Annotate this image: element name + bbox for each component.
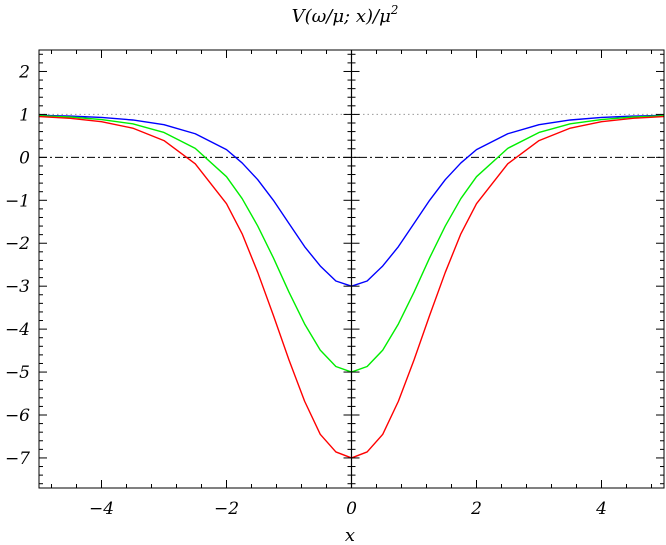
tick-labels: 2 1 0 −1 −2 −3 −4 −5 −6 −7 −4 −2 0 2 4 xyxy=(5,62,607,519)
y-tick-label: −3 xyxy=(5,277,30,297)
y-tick-label: 2 xyxy=(18,62,30,82)
y-tick-label: −2 xyxy=(5,234,30,254)
y-tick-label: −7 xyxy=(5,449,30,469)
y-tick-label: −1 xyxy=(5,191,30,211)
x-axis-label: x xyxy=(345,525,355,545)
chart-title-exponent: 2 xyxy=(390,3,399,17)
chart-title-main: V(ω/μ; x)/μ xyxy=(292,6,391,27)
x-tick-label: 4 xyxy=(595,499,607,519)
chart-title: V(ω/μ; x)/μ2 xyxy=(292,3,399,27)
reference-lines xyxy=(39,113,664,158)
y-tick-label: −4 xyxy=(5,320,30,340)
x-tick-label: −4 xyxy=(89,499,114,519)
y-tick-label: 0 xyxy=(19,148,30,168)
x-tick-label: −2 xyxy=(214,499,239,519)
tick-marks xyxy=(39,50,664,488)
x-tick-label: 0 xyxy=(346,499,357,519)
x-tick-label: 2 xyxy=(470,499,482,519)
y-tick-label: 1 xyxy=(19,105,30,125)
y-tick-label: −6 xyxy=(5,406,30,426)
y-tick-label: −5 xyxy=(5,363,30,383)
